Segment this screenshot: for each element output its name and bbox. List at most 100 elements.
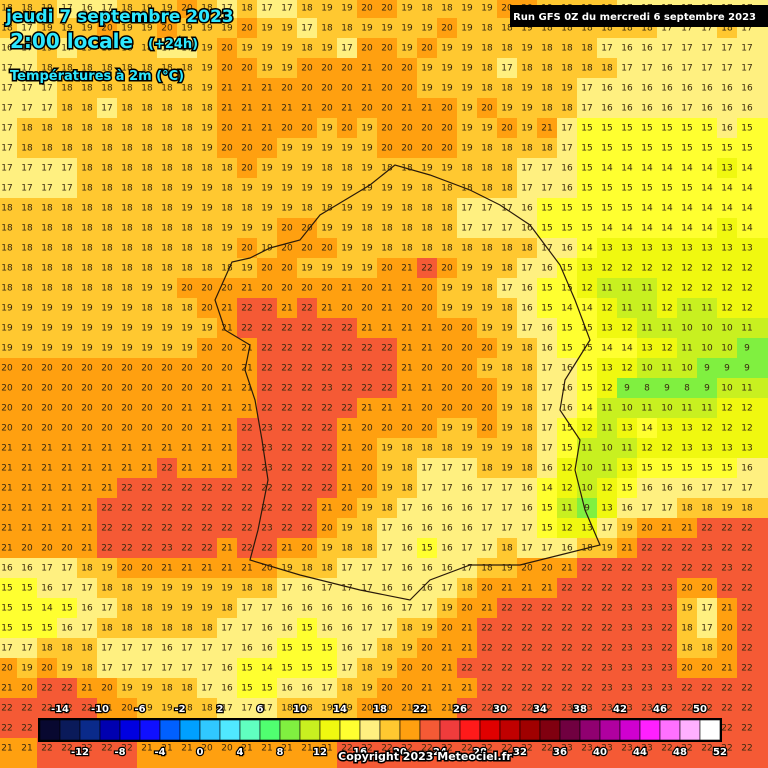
temperature-value: 11 bbox=[741, 324, 752, 334]
legend-label: -10 bbox=[91, 704, 109, 715]
temperature-cell bbox=[157, 398, 177, 418]
temperature-value: 22 bbox=[181, 484, 192, 494]
temperature-cell bbox=[557, 578, 577, 598]
temperature-value: 23 bbox=[641, 704, 652, 714]
temperature-cell bbox=[357, 38, 377, 58]
temperature-value: 21 bbox=[341, 284, 352, 294]
temperature-value: 19 bbox=[101, 564, 113, 574]
temperature-cell bbox=[237, 458, 257, 478]
temperature-cell bbox=[397, 178, 417, 198]
temperature-value: 17 bbox=[721, 484, 732, 494]
temperature-value: 21 bbox=[681, 524, 692, 534]
temperature-value: 17 bbox=[121, 644, 132, 654]
temperature-value: 18 bbox=[141, 144, 153, 154]
temperature-value: 15 bbox=[701, 144, 712, 154]
temperature-cell bbox=[417, 218, 437, 238]
temperature-value: 21 bbox=[101, 484, 112, 494]
temperature-value: 20 bbox=[681, 584, 693, 594]
temperature-cell bbox=[517, 338, 537, 358]
temperature-value: 18 bbox=[321, 564, 333, 574]
temperature-value: 20 bbox=[21, 684, 33, 694]
temperature-cell bbox=[177, 398, 197, 418]
temperature-value: 20 bbox=[361, 484, 373, 494]
temperature-cell bbox=[317, 538, 337, 558]
temperature-value: 13 bbox=[721, 244, 732, 254]
temperature-cell bbox=[637, 578, 657, 598]
temperature-cell bbox=[697, 518, 717, 538]
temperature-cell bbox=[577, 358, 597, 378]
temperature-value: 19 bbox=[341, 4, 353, 14]
temperature-value: 21 bbox=[221, 104, 232, 114]
temperature-value: 18 bbox=[61, 144, 73, 154]
temperature-value: 19 bbox=[41, 304, 53, 314]
legend-swatch bbox=[479, 719, 501, 741]
temperature-cell bbox=[337, 38, 357, 58]
temperature-cell bbox=[337, 338, 357, 358]
temperature-value: 18 bbox=[481, 284, 493, 294]
temperature-value: 19 bbox=[461, 4, 473, 14]
temperature-cell bbox=[257, 38, 277, 58]
temperature-value: 14 bbox=[261, 664, 273, 674]
temperature-value: 20 bbox=[441, 624, 453, 634]
temperature-cell bbox=[0, 198, 17, 218]
legend-swatch bbox=[499, 719, 521, 741]
temperature-value: 15 bbox=[601, 204, 612, 214]
temperature-value: 22 bbox=[581, 664, 592, 674]
temperature-value: 19 bbox=[121, 344, 133, 354]
temperature-value: 15 bbox=[621, 144, 632, 154]
temperature-value: 17 bbox=[1, 124, 12, 134]
temperature-value: 22 bbox=[221, 504, 232, 514]
temperature-value: 12 bbox=[721, 404, 732, 414]
temperature-cell bbox=[357, 258, 377, 278]
temperature-cell bbox=[417, 418, 437, 438]
temperature-value: 18 bbox=[501, 544, 513, 554]
temperature-value: 19 bbox=[21, 344, 33, 354]
temperature-value: 17 bbox=[561, 144, 572, 154]
temperature-cell bbox=[557, 178, 577, 198]
temperature-value: 16 bbox=[341, 644, 353, 654]
temperature-value: 22 bbox=[541, 644, 552, 654]
temperature-value: 21 bbox=[41, 504, 52, 514]
temperature-value: 21 bbox=[361, 64, 372, 74]
temperature-value: 12 bbox=[661, 444, 672, 454]
temperature-cell bbox=[97, 138, 117, 158]
temperature-cell bbox=[677, 278, 697, 298]
temperature-cell bbox=[597, 238, 617, 258]
temperature-value: 18 bbox=[461, 164, 473, 174]
temperature-value: 15 bbox=[541, 304, 552, 314]
temperature-cell bbox=[717, 258, 737, 278]
temperature-value: 20 bbox=[441, 364, 453, 374]
temperature-cell bbox=[577, 418, 597, 438]
temperature-cell bbox=[597, 118, 617, 138]
temperature-value: 18 bbox=[41, 124, 53, 134]
temperature-cell bbox=[597, 498, 617, 518]
temperature-value: 19 bbox=[261, 44, 273, 54]
temperature-value: 14 bbox=[601, 344, 613, 354]
temperature-value: 17 bbox=[21, 84, 32, 94]
temperature-value: 19 bbox=[121, 684, 133, 694]
temperature-value: 22 bbox=[241, 444, 252, 454]
temperature-value: 18 bbox=[501, 184, 513, 194]
temperature-value: 18 bbox=[201, 244, 213, 254]
temperature-value: 17 bbox=[461, 224, 472, 234]
temperature-cell bbox=[677, 518, 697, 538]
temperature-cell bbox=[637, 138, 657, 158]
temperature-value: 17 bbox=[21, 104, 32, 114]
temperature-cell bbox=[157, 58, 177, 78]
temperature-cell bbox=[0, 498, 17, 518]
temperature-value: 19 bbox=[181, 324, 193, 334]
temperature-cell bbox=[657, 398, 677, 418]
temperature-value: 16 bbox=[521, 224, 533, 234]
temperature-cell bbox=[197, 378, 217, 398]
temperature-value: 20 bbox=[201, 344, 213, 354]
temperature-value: 17 bbox=[201, 684, 212, 694]
legend-swatch bbox=[239, 719, 261, 741]
temperature-value: 16 bbox=[301, 684, 313, 694]
temperature-value: 15 bbox=[561, 424, 572, 434]
temperature-cell bbox=[377, 118, 397, 138]
temperature-value: 18 bbox=[501, 44, 513, 54]
temperature-cell bbox=[97, 158, 117, 178]
temperature-value: 22 bbox=[61, 684, 72, 694]
temperature-cell bbox=[657, 138, 677, 158]
temperature-cell bbox=[397, 38, 417, 58]
